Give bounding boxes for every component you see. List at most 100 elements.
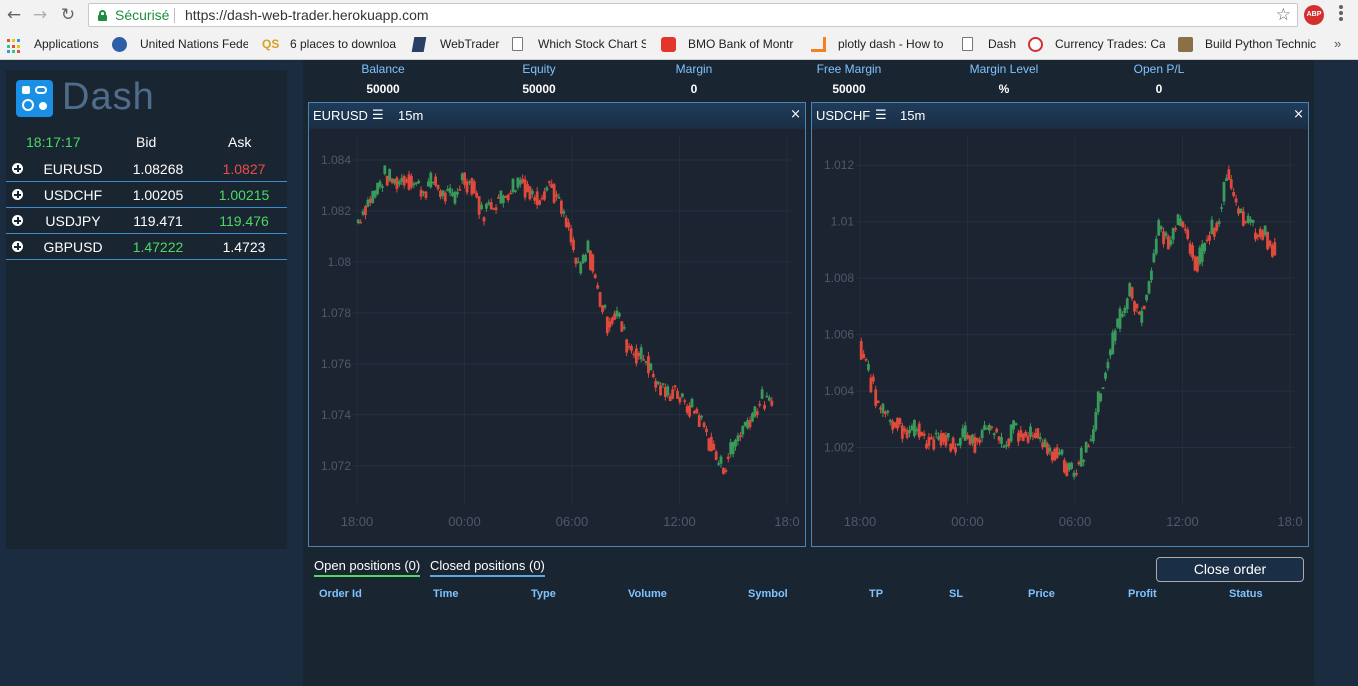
- bookmark-stock-chart[interactable]: Which Stock Chart S: [538, 37, 646, 51]
- chart-timeframe[interactable]: 15m: [398, 108, 424, 123]
- add-plus-icon[interactable]: [12, 215, 23, 226]
- forward-arrow-icon[interactable]: →: [32, 5, 48, 25]
- add-plus-icon[interactable]: [12, 241, 23, 252]
- close-order-button[interactable]: Close order: [1156, 557, 1304, 582]
- candle-body: [373, 190, 377, 198]
- chart-menu-icon[interactable]: ☰: [372, 108, 384, 123]
- quote-bid[interactable]: 1.00205: [132, 187, 184, 203]
- candle-body: [736, 435, 740, 442]
- candle-body: [535, 191, 539, 205]
- candle-body: [596, 285, 600, 289]
- bookmark-star-icon[interactable]: ☆: [1275, 5, 1291, 25]
- quote-bid[interactable]: 119.471: [133, 213, 183, 229]
- quote-row-usdjpy: USDJPY 119.471 119.476: [6, 208, 287, 234]
- reload-icon[interactable]: ↻: [60, 5, 76, 25]
- candle-body: [414, 182, 418, 185]
- tab-closed-positions[interactable]: Closed positions (0): [430, 558, 545, 577]
- more-bookmarks-chevron-icon[interactable]: »: [1334, 36, 1342, 51]
- add-plus-icon[interactable]: [12, 189, 23, 200]
- candle-body: [521, 178, 525, 183]
- candle-body: [1195, 256, 1199, 272]
- quote-symbol: USDJPY: [45, 213, 101, 229]
- candlestick-chart[interactable]: 1.012 1.01 1.008 1.006 1.004 1.002 18:00 00:00 0…: [812, 129, 1308, 546]
- adblock-icon[interactable]: ABP: [1304, 5, 1324, 25]
- candle-body: [1210, 219, 1214, 235]
- candle-body: [618, 313, 621, 317]
- bookmark-applications[interactable]: Applications: [34, 37, 99, 51]
- candle-body: [598, 292, 602, 307]
- candle-body: [695, 408, 699, 413]
- candle-body: [1116, 318, 1119, 328]
- candle-body: [371, 190, 375, 203]
- candle-body: [1237, 208, 1240, 214]
- bookmark-currency-trades[interactable]: Currency Trades: Cal: [1055, 37, 1165, 51]
- candle-body: [1087, 445, 1090, 448]
- candle-body: [881, 403, 885, 414]
- candle-body: [898, 418, 902, 425]
- candle-body: [1268, 240, 1272, 247]
- candle-body: [439, 190, 442, 197]
- quote-ask[interactable]: 119.476: [219, 213, 269, 229]
- candle-body: [668, 396, 672, 401]
- candle-body: [697, 415, 701, 427]
- candle-body: [390, 178, 394, 183]
- apps-grid-icon[interactable]: [7, 39, 22, 54]
- add-plus-icon[interactable]: [12, 163, 23, 174]
- chart-close-icon[interactable]: ×: [790, 107, 801, 122]
- tab-open-positions[interactable]: Open positions (0): [314, 558, 421, 577]
- chart-menu-icon[interactable]: ☰: [875, 108, 887, 123]
- candle-body: [499, 190, 503, 204]
- quote-ask[interactable]: 1.0827: [222, 161, 266, 177]
- bookmark-united-nations[interactable]: United Nations Fede: [140, 37, 248, 51]
- chart-timeframe[interactable]: 15m: [900, 108, 926, 123]
- y-tick-label: 1.002: [824, 441, 854, 455]
- bookmark-dash[interactable]: Dash: [988, 37, 1017, 51]
- candle-body: [709, 436, 713, 452]
- quote-ask[interactable]: 1.4723: [222, 239, 266, 255]
- candle-body: [1234, 198, 1238, 203]
- candle-body: [893, 422, 897, 428]
- chart-close-icon[interactable]: ×: [1293, 107, 1304, 122]
- candle-body: [1147, 281, 1151, 294]
- candle-body: [465, 181, 469, 193]
- bookmark-6-places[interactable]: 6 places to downloa: [290, 37, 397, 51]
- back-arrow-icon[interactable]: ←: [6, 5, 22, 25]
- candle-body: [992, 433, 996, 436]
- chart-header: USDCHF ☰ 15m ×: [812, 103, 1308, 129]
- bookmark-webtrader[interactable]: WebTrader: [440, 37, 500, 51]
- quote-bid[interactable]: 1.47222: [132, 239, 184, 255]
- candle-body: [738, 434, 742, 438]
- candle-body: [610, 317, 614, 324]
- stat-value: 50000: [522, 82, 556, 96]
- candle-body: [533, 197, 537, 201]
- candle-body: [504, 195, 508, 198]
- candle-body: [378, 181, 382, 187]
- stat-label: Free Margin: [816, 62, 882, 76]
- candle-body: [1249, 219, 1253, 223]
- quote-bid[interactable]: 1.08268: [132, 161, 184, 177]
- candle-body: [1157, 220, 1161, 236]
- bookmark-bmo[interactable]: BMO Bank of Montr: [688, 37, 794, 51]
- browser-menu-icon[interactable]: [1336, 4, 1346, 24]
- candle-body: [395, 177, 399, 189]
- candle-body: [1055, 447, 1059, 458]
- candle-body: [581, 255, 585, 264]
- quote-ask[interactable]: 1.00215: [218, 187, 270, 203]
- main-panel: Balance 50000 Equity 50000 Margin 0 Free…: [303, 60, 1314, 686]
- candle-body: [603, 305, 607, 308]
- address-bar[interactable]: Sécurisé https://dash-web-trader.herokua…: [88, 3, 1298, 27]
- candle-body: [1142, 305, 1146, 310]
- candle-body: [673, 385, 677, 388]
- bookmark-build-python[interactable]: Build Python Technic: [1205, 37, 1317, 51]
- y-tick-label: 1.074: [321, 408, 351, 422]
- python-book-icon: [1178, 37, 1193, 52]
- candle-body: [939, 433, 943, 446]
- y-tick-label: 1.012: [824, 158, 854, 172]
- candle-body: [951, 437, 955, 449]
- candle-body: [971, 434, 974, 444]
- candle-body: [859, 341, 863, 360]
- url-text[interactable]: https://dash-web-trader.herokuapp.com: [185, 7, 429, 23]
- bookmark-plotly-dash[interactable]: plotly dash - How to: [838, 37, 944, 51]
- candle-body: [1232, 192, 1236, 197]
